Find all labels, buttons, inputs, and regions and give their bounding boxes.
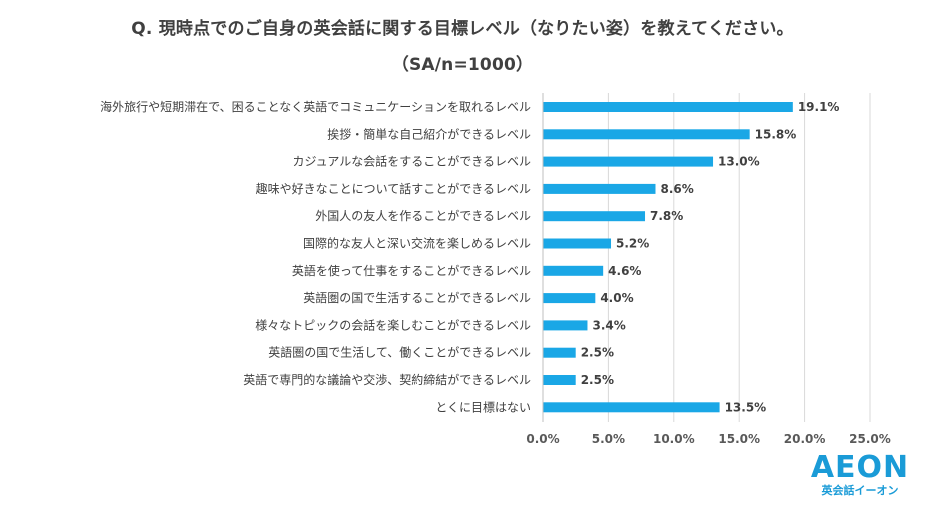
value-label: 13.5%: [725, 400, 767, 414]
value-label: 5.2%: [616, 237, 649, 251]
category-label: 外国人の友人を作ることができるレベル: [315, 208, 531, 223]
bar: [543, 320, 588, 331]
category-label: 挨拶・簡単な自己紹介ができるレベル: [327, 126, 531, 141]
category-label: 国際的な友人と深い交流を楽しめるレベル: [303, 236, 531, 251]
value-label: 19.1%: [798, 100, 840, 114]
bar: [543, 183, 656, 194]
value-label: 15.8%: [755, 127, 797, 141]
x-tick-label: 5.0%: [592, 432, 625, 446]
logo-wordmark: AEON: [810, 450, 910, 485]
bar: [543, 238, 612, 249]
bar: [543, 402, 720, 413]
category-label: 英語圏の国で生活して、働くことができるレベル: [268, 345, 531, 360]
value-label: 13.0%: [718, 155, 760, 169]
value-label: 2.5%: [581, 373, 614, 387]
value-label: 4.6%: [608, 264, 641, 278]
bar: [543, 156, 714, 167]
category-label: 英語圏の国で生活することができるレベル: [303, 290, 531, 305]
bar: [543, 347, 576, 358]
aeon-logo: AEON 英会話イーオン: [808, 452, 912, 498]
logo-subtitle: 英会話イーオン: [821, 484, 899, 497]
category-label: 趣味や好きなことについて話すことができるレベル: [256, 181, 531, 196]
category-label: 英語で専門的な議論や交渉、契約締結ができるレベル: [243, 372, 531, 387]
x-tick-label: 25.0%: [849, 432, 891, 446]
chart-sample-size: （SA/n=1000）: [391, 55, 534, 75]
category-label: 様々なトピックの会話を楽しむことができるレベル: [255, 317, 531, 332]
x-tick-label: 20.0%: [784, 432, 826, 446]
x-tick-label: 0.0%: [526, 432, 559, 446]
bar: [543, 129, 750, 140]
bar: [543, 265, 604, 276]
bar: [543, 102, 793, 112]
value-label: 7.8%: [650, 209, 683, 223]
category-label: 英語を使って仕事をすることができるレベル: [292, 263, 531, 278]
x-tick-label: 15.0%: [718, 432, 760, 446]
value-label: 3.4%: [592, 318, 625, 332]
chart-question-title: Q. 現時点でのご自身の英会話に関する目標レベル（なりたい姿）を教えてください。: [131, 19, 794, 39]
value-label: 4.0%: [600, 291, 633, 305]
category-label: 海外旅行や短期滞在で、困ることなく英語でコミュニケーションを取れるレベル: [100, 99, 531, 114]
x-tick-label: 10.0%: [653, 432, 695, 446]
value-label: 8.6%: [660, 182, 693, 196]
category-label: とくに目標はない: [435, 400, 531, 414]
bar: [543, 293, 596, 304]
bar: [543, 375, 576, 385]
category-label: カジュアルな会話をすることができるレベル: [292, 154, 531, 169]
bar: [543, 211, 646, 222]
value-label: 2.5%: [581, 346, 614, 360]
